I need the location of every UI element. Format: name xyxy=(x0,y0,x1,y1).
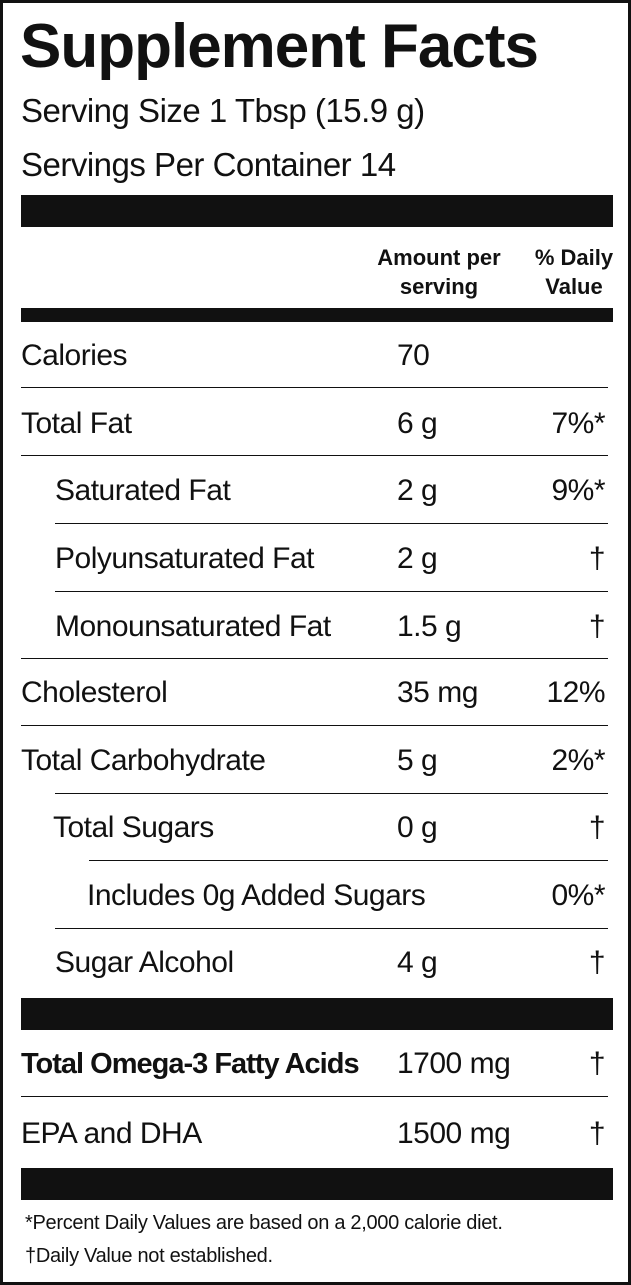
nutrient-label-total-carbohydrate: Total Carbohydrate xyxy=(21,744,266,777)
nutrient-label-cholesterol: Cholesterol xyxy=(21,676,168,709)
thick-divider-middle xyxy=(21,998,613,1030)
amount-header-line1: Amount per xyxy=(377,245,501,270)
panel-title: Supplement Facts xyxy=(20,12,539,81)
nutrient-dv-monounsaturated-fat: † xyxy=(588,610,606,643)
nutrient-label-saturated-fat: Saturated Fat xyxy=(55,474,231,507)
amount-per-serving-header: Amount per serving xyxy=(376,243,502,301)
serving-size: Serving Size 1 Tbsp (15.9 g) xyxy=(21,92,425,129)
nutrient-amount-total-sugars: 0 g xyxy=(397,811,438,844)
row-divider xyxy=(55,591,608,592)
thick-divider-bottom xyxy=(21,1168,613,1200)
nutrient-amount-monounsaturated-fat: 1.5 g xyxy=(397,610,462,643)
nutrient-dv-total-fat: 7%* xyxy=(551,407,605,440)
nutrient-label-total-fat: Total Fat xyxy=(21,407,132,440)
nutrient-label-polyunsaturated-fat: Polyunsaturated Fat xyxy=(55,542,315,575)
row-divider xyxy=(21,1096,608,1097)
nutrient-label-monounsaturated-fat: Monounsaturated Fat xyxy=(55,610,331,643)
footnote-daily-values: *Percent Daily Values are based on a 2,0… xyxy=(25,1212,503,1234)
omega-dv-total: † xyxy=(588,1047,606,1080)
amount-header-line2: serving xyxy=(399,274,479,299)
dv-header-line2: Value xyxy=(545,274,603,299)
nutrient-amount-polyunsaturated-fat: 2 g xyxy=(397,542,438,575)
nutrient-dv-polyunsaturated-fat: † xyxy=(588,542,606,575)
medium-divider xyxy=(21,308,613,322)
nutrient-amount-sugar-alcohol: 4 g xyxy=(397,946,438,979)
nutrient-dv-sugar-alcohol: † xyxy=(588,946,606,979)
omega-dv-epa-dha: † xyxy=(588,1117,606,1150)
omega-amount-total: 1700 mg xyxy=(397,1047,511,1080)
daily-value-header: % Daily Value xyxy=(531,243,617,301)
servings-per-container: Servings Per Container 14 xyxy=(21,146,396,183)
omega-amount-epa-dha: 1500 mg xyxy=(397,1117,511,1150)
nutrient-dv-cholesterol: 12% xyxy=(546,676,605,709)
nutrient-label-total-sugars: Total Sugars xyxy=(53,811,214,844)
footnote-not-established: †Daily Value not established. xyxy=(25,1245,273,1267)
row-divider xyxy=(21,658,608,659)
nutrient-label-sugar-alcohol: Sugar Alcohol xyxy=(55,946,234,979)
nutrient-label-added-sugars: Includes 0g Added Sugars xyxy=(87,879,426,912)
nutrient-amount-saturated-fat: 2 g xyxy=(397,474,438,507)
thick-divider-top xyxy=(21,195,613,227)
nutrient-amount-calories: 70 xyxy=(397,339,430,372)
nutrient-dv-added-sugars: 0%* xyxy=(551,879,605,912)
nutrient-dv-total-carbohydrate: 2%* xyxy=(551,744,605,777)
row-divider xyxy=(55,523,608,524)
nutrient-amount-total-fat: 6 g xyxy=(397,407,438,440)
nutrient-amount-cholesterol: 35 mg xyxy=(397,676,478,709)
row-divider xyxy=(55,928,608,929)
nutrient-label-calories: Calories xyxy=(21,339,128,372)
dv-header-line1: % Daily xyxy=(534,245,614,270)
nutrient-amount-total-carbohydrate: 5 g xyxy=(397,744,438,777)
omega-label-epa-dha: EPA and DHA xyxy=(21,1117,202,1150)
nutrient-dv-saturated-fat: 9%* xyxy=(551,474,605,507)
row-divider xyxy=(21,455,608,456)
row-divider xyxy=(89,860,608,861)
row-divider xyxy=(21,387,608,388)
nutrient-dv-total-sugars: † xyxy=(588,811,606,844)
row-divider xyxy=(55,793,608,794)
omega-label-total: Total Omega-3 Fatty Acids xyxy=(21,1048,360,1080)
row-divider xyxy=(21,725,608,726)
